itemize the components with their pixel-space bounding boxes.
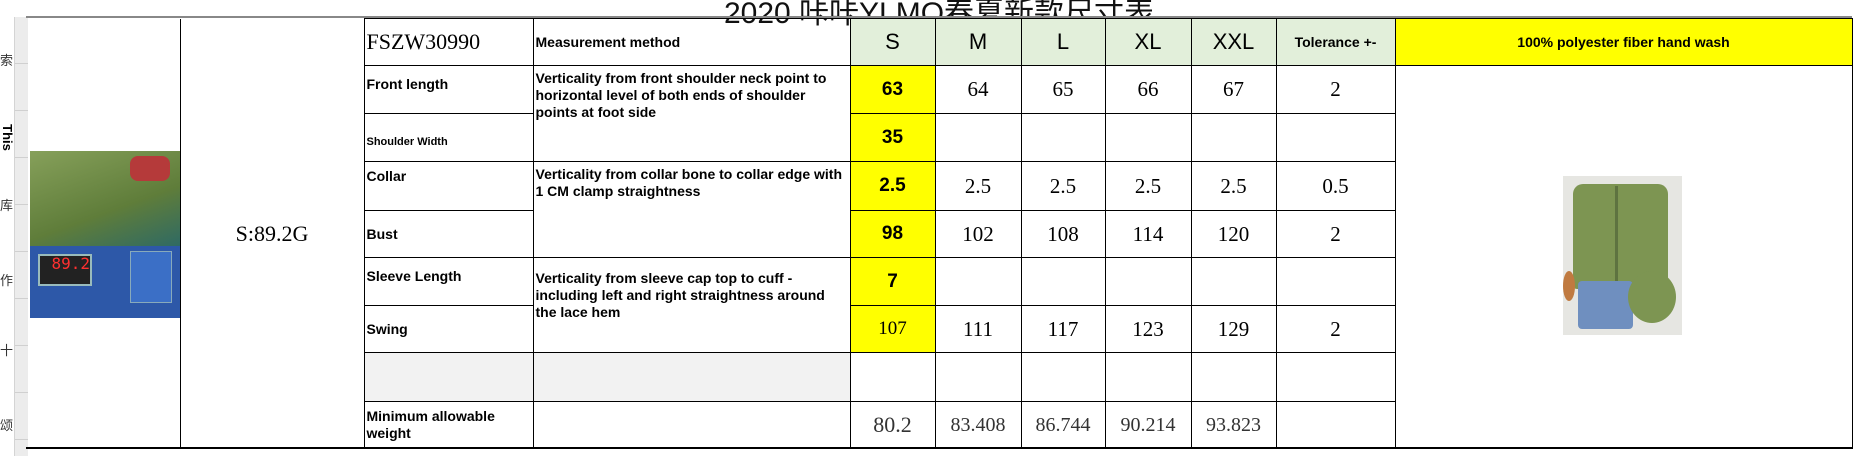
tolerance[interactable]: 0.5 xyxy=(1275,161,1396,211)
value-xl[interactable]: 114 xyxy=(1104,210,1192,258)
tolerance[interactable]: 2 xyxy=(1275,65,1396,114)
value-m[interactable]: 2.5 xyxy=(934,161,1022,211)
value-l[interactable]: 86.744 xyxy=(1020,401,1106,449)
table-row: Swing 107 111 117 123 129 2 xyxy=(27,305,1852,353)
value-l[interactable]: 108 xyxy=(1020,210,1106,258)
side-text-this: This xyxy=(0,124,15,151)
divider xyxy=(26,447,1852,449)
row-header-strip: 索 This 库 作 十 颂 xyxy=(0,0,28,456)
weight-note: S:89.2G xyxy=(235,220,309,246)
row-label[interactable]: Front length xyxy=(363,65,534,114)
row-label[interactable]: Minimum allowable weight xyxy=(363,401,534,449)
tolerance[interactable] xyxy=(1275,401,1396,449)
side-char: 索 xyxy=(0,53,14,68)
value-s[interactable] xyxy=(849,352,936,402)
value-xxl[interactable] xyxy=(1190,352,1277,402)
value-xl[interactable] xyxy=(1104,257,1192,306)
table-row: Bust 98 102 108 114 120 2 xyxy=(27,210,1852,258)
scale-display: 89.2 xyxy=(51,254,90,273)
value-l[interactable]: 2.5 xyxy=(1020,161,1106,211)
row-label[interactable]: Sleeve Length xyxy=(363,257,534,306)
table-row: Front length Verticality from front shou… xyxy=(27,65,1853,449)
description[interactable]: Verticality from front shoulder neck poi… xyxy=(532,65,851,162)
size-header-xl[interactable]: XL xyxy=(1104,18,1192,66)
value-xl[interactable] xyxy=(1104,352,1192,402)
description[interactable]: Verticality from sleeve cap top to cuff … xyxy=(532,257,851,353)
value-xxl[interactable]: 120 xyxy=(1190,210,1277,258)
value-m[interactable]: 83.408 xyxy=(934,401,1022,449)
value-xxl[interactable]: 129 xyxy=(1190,305,1277,353)
value-s[interactable]: 35 xyxy=(849,113,936,162)
tolerance[interactable] xyxy=(1275,257,1396,306)
description[interactable] xyxy=(532,401,851,449)
value-xl[interactable]: 66 xyxy=(1104,65,1192,114)
value-m[interactable] xyxy=(934,257,1022,306)
garment-photo xyxy=(1563,176,1682,335)
row-label[interactable]: Collar xyxy=(363,161,534,211)
value-m[interactable] xyxy=(934,113,1022,162)
row-label[interactable] xyxy=(363,352,534,402)
weight-note-cell: S:89.2G xyxy=(179,18,365,449)
value-l[interactable]: 65 xyxy=(1020,65,1106,114)
tolerance[interactable]: 2 xyxy=(1275,305,1396,353)
value-s[interactable]: 107 xyxy=(849,305,936,353)
size-header-s[interactable]: S xyxy=(849,18,936,66)
tolerance[interactable] xyxy=(1275,113,1396,162)
value-xxl[interactable] xyxy=(1190,257,1277,306)
value-l[interactable]: 117 xyxy=(1020,305,1106,353)
value-s[interactable]: 7 xyxy=(849,257,936,306)
size-header-m[interactable]: M xyxy=(934,18,1022,66)
side-char: 库 xyxy=(0,198,14,213)
value-s[interactable]: 98 xyxy=(849,210,936,258)
value-xxl[interactable]: 67 xyxy=(1190,65,1277,114)
table-row: Shoulder Width 35 xyxy=(27,113,1852,162)
scale-photo: 89.2 xyxy=(30,151,180,318)
value-xl[interactable]: 123 xyxy=(1104,305,1192,353)
table-row: Sleeve Length Verticality from sleeve ca… xyxy=(27,257,1852,353)
side-char: 作 xyxy=(0,273,14,288)
row-label[interactable]: Swing xyxy=(363,305,534,353)
value-xl[interactable]: 2.5 xyxy=(1104,161,1192,211)
tolerance[interactable] xyxy=(1275,352,1396,402)
value-xl[interactable] xyxy=(1104,113,1192,162)
method-header[interactable]: Measurement method xyxy=(532,18,851,66)
value-s[interactable]: 80.2 xyxy=(849,401,936,449)
value-l[interactable] xyxy=(1020,113,1106,162)
table-row: Minimum allowable weight 80.2 83.408 86.… xyxy=(27,401,1852,449)
divider xyxy=(26,16,1852,18)
value-xxl[interactable]: 93.823 xyxy=(1190,401,1277,449)
value-m[interactable]: 102 xyxy=(934,210,1022,258)
value-xxl[interactable]: 2.5 xyxy=(1190,161,1277,211)
size-header-l[interactable]: L xyxy=(1020,18,1106,66)
row-label[interactable]: Shoulder Width xyxy=(363,113,534,162)
size-header-xxl[interactable]: XXL xyxy=(1190,18,1277,66)
tolerance[interactable]: 2 xyxy=(1275,210,1396,258)
style-code[interactable]: FSZW30990 xyxy=(363,18,534,66)
value-m[interactable]: 64 xyxy=(934,65,1022,114)
description[interactable] xyxy=(532,352,851,402)
side-char: 颂 xyxy=(0,418,14,433)
care-label[interactable]: 100% polyester fiber hand wash xyxy=(1394,18,1853,66)
tolerance-header[interactable]: Tolerance +- xyxy=(1275,18,1396,66)
value-s[interactable]: 63 xyxy=(849,65,936,114)
value-l[interactable] xyxy=(1020,257,1106,306)
description[interactable]: Verticality from collar bone to collar e… xyxy=(532,161,851,258)
value-xl[interactable]: 90.214 xyxy=(1104,401,1192,449)
row-label[interactable]: Bust xyxy=(363,210,534,258)
value-l[interactable] xyxy=(1020,352,1106,402)
value-xxl[interactable] xyxy=(1190,113,1277,162)
row-numbers[interactable] xyxy=(14,17,28,456)
side-char: 十 xyxy=(0,343,14,358)
value-m[interactable]: 111 xyxy=(934,305,1022,353)
value-s[interactable]: 2.5 xyxy=(849,161,936,211)
value-m[interactable] xyxy=(934,352,1022,402)
